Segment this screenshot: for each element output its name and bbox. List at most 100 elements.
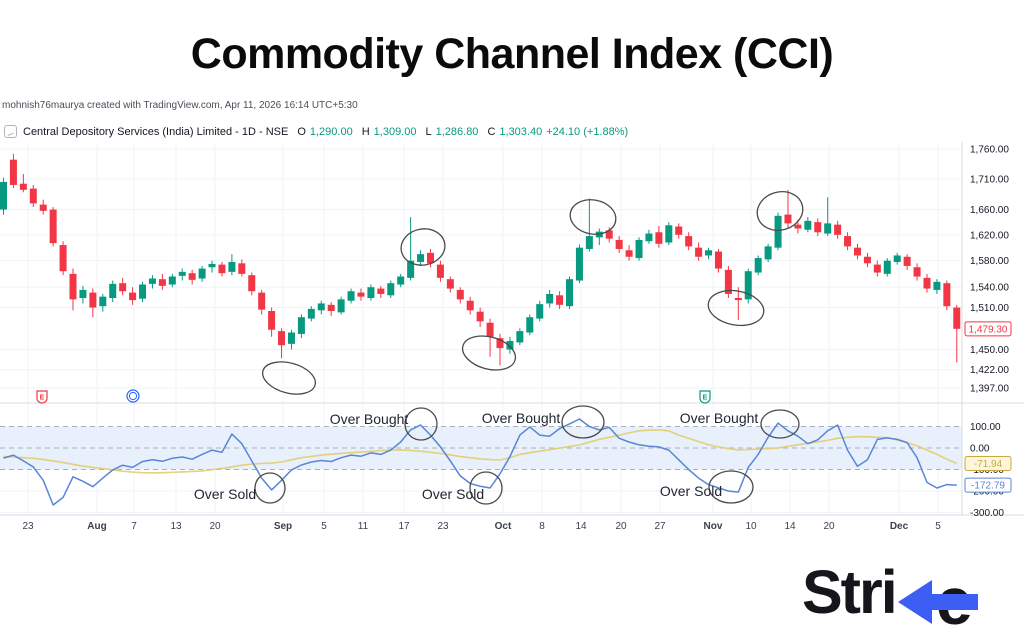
candle-body (387, 283, 395, 296)
time-axis-label[interactable]: 14 (575, 521, 587, 532)
candle-body (417, 254, 425, 262)
time-axis-label[interactable]: 13 (170, 521, 182, 532)
price-axis-label[interactable]: 1,580.00 (970, 256, 1009, 267)
annotation-circle-cci (254, 472, 286, 504)
annotation-circle-price (569, 199, 617, 235)
time-axis-label[interactable]: Aug (87, 521, 106, 532)
candle-body (198, 268, 206, 279)
symbol-logo-icon (4, 125, 17, 138)
candle-body (913, 267, 921, 277)
cci-axis-label[interactable]: -300.00 (970, 508, 1004, 519)
price-axis-label[interactable]: 1,660.00 (970, 205, 1009, 216)
open-value: 1,290.00 (309, 125, 353, 138)
time-axis-label[interactable]: 20 (615, 521, 627, 532)
cci-annotation-label: Over Sold (194, 486, 256, 502)
candle-body (109, 283, 117, 299)
candle-body (158, 279, 166, 286)
candle-body (834, 224, 842, 235)
time-axis-label[interactable]: 27 (654, 521, 666, 532)
symbol-name[interactable]: Central Depository Services (India) Limi… (23, 125, 289, 138)
price-axis-label[interactable]: 1,760.00 (970, 145, 1009, 156)
cci-line-badge-text[interactable]: -172.79 (971, 481, 1005, 492)
price-pane[interactable] (0, 142, 962, 403)
time-axis-label[interactable]: Dec (890, 521, 909, 532)
strike-logo: Stri e (802, 562, 1000, 630)
candle-body (307, 308, 315, 319)
time-axis-label[interactable]: 11 (358, 521, 369, 532)
time-axis-label[interactable]: 23 (22, 521, 34, 532)
candle-body (188, 273, 196, 280)
price-axis-label[interactable]: 1,540.00 (970, 283, 1009, 294)
earnings-badge-glyph: E (40, 395, 45, 402)
time-axis-label[interactable]: 5 (321, 521, 327, 532)
candle-body (645, 233, 653, 242)
price-axis-label[interactable]: 1,450.00 (970, 345, 1009, 356)
annotation-circle-cci (469, 471, 503, 505)
chart-svg[interactable]: Over Bought Over Bought Over Bought Over So… (0, 118, 1024, 535)
cci-signal-badge (964, 455, 1012, 471)
dividend-badge-icon[interactable] (126, 389, 140, 403)
candle-body (635, 239, 643, 259)
candle-body (486, 322, 494, 337)
time-axis-label[interactable]: 7 (131, 521, 137, 532)
candle-body (238, 263, 246, 274)
symbol-bar[interactable]: Central Depository Services (India) Limi… (4, 125, 628, 138)
candle-body (436, 264, 444, 278)
candle-body (714, 251, 722, 269)
annotation-circle-cci (404, 407, 438, 441)
candle-body (148, 278, 156, 284)
time-axis-label[interactable]: Sep (274, 521, 292, 532)
earnings-badge-icon[interactable] (699, 390, 711, 404)
time-axis-label[interactable]: 5 (935, 521, 941, 532)
candle-body (168, 276, 176, 285)
time-axis-label[interactable]: 14 (784, 521, 796, 532)
candle-body (734, 298, 742, 301)
candle-body (19, 183, 27, 190)
time-axis-label[interactable]: 10 (745, 521, 757, 532)
price-axis-label[interactable]: 1,510.00 (970, 303, 1009, 314)
candle-body (496, 338, 504, 349)
candle-body (218, 264, 226, 274)
time-axis-label[interactable]: 20 (209, 521, 221, 532)
candle-body (69, 273, 77, 300)
candle-body (774, 215, 782, 248)
attribution-text: mohnish76maurya created with TradingView… (2, 100, 358, 111)
earnings-badge-icon[interactable] (36, 390, 48, 404)
price-axis-label[interactable]: 1,710.00 (970, 174, 1009, 185)
candle-body (695, 247, 703, 257)
candle-body (675, 226, 683, 235)
time-axis-label[interactable]: 20 (823, 521, 835, 532)
annotation-circle-price (461, 335, 517, 371)
price-axis-label[interactable]: 1,397.00 (970, 384, 1009, 395)
time-axis-label[interactable]: 17 (398, 521, 410, 532)
candle-body (933, 281, 941, 290)
time-axis-label[interactable]: 8 (539, 521, 545, 532)
candle-body (546, 293, 554, 304)
cci-axis-label[interactable]: 100.00 (970, 422, 1001, 433)
candle-body (863, 256, 871, 264)
candle-body (893, 255, 901, 262)
high-value: 1,309.00 (373, 125, 417, 138)
candle-body (337, 299, 345, 313)
cci-signal-badge-text[interactable]: -71.94 (974, 459, 1003, 470)
time-axis-label[interactable]: Nov (704, 521, 723, 532)
last-price-badge-text[interactable]: 1,479.30 (969, 324, 1008, 335)
cci-annotation-label: Over Sold (422, 486, 484, 502)
time-axis-label[interactable]: Oct (495, 521, 512, 532)
close-label: C (487, 125, 496, 138)
candle-body (99, 296, 107, 307)
candle-body (853, 247, 861, 256)
candle-body (426, 252, 434, 264)
candle-body (516, 331, 524, 343)
cci-axis-label[interactable]: 0.00 (970, 444, 990, 455)
price-axis-label[interactable]: 1,620.00 (970, 230, 1009, 241)
chart-area[interactable]: Over Bought Over Bought Over Bought Over So… (0, 118, 1024, 540)
candle-body (59, 245, 67, 272)
candle-body (744, 271, 752, 300)
candle-body (49, 209, 57, 244)
time-axis-label[interactable]: 23 (437, 521, 449, 532)
price-axis-label[interactable]: 1,422.00 (970, 365, 1009, 376)
candle-body (456, 289, 464, 300)
annotation-circle-price (707, 289, 765, 327)
cci-line (3, 418, 957, 506)
